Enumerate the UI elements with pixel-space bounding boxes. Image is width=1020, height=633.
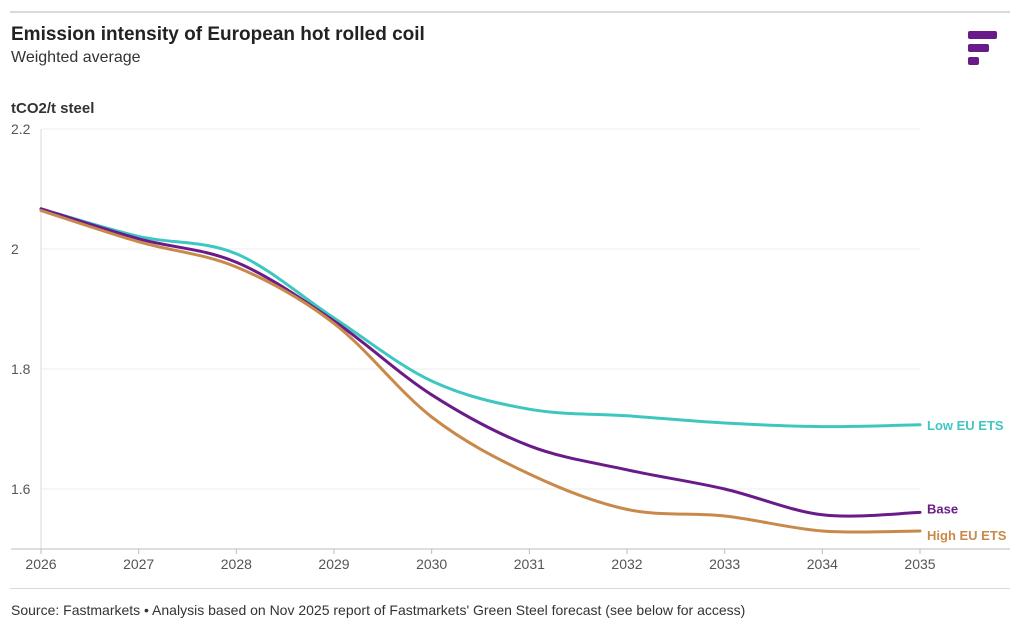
x-tick-label: 2026: [25, 556, 56, 572]
bottom-divider: [10, 588, 1010, 589]
x-tick-labels: 2026 2027 2028 2029 2030 2031 2032 2033 2034 2035: [25, 556, 935, 572]
y-tick-label: 2.2: [11, 121, 31, 137]
y-axis-unit-label: tCO2/t steel: [11, 100, 95, 117]
y-tick-labels: 1.6 1.8 2 2.2: [11, 121, 31, 497]
y-tick-label: 1.6: [11, 481, 31, 497]
fastmarkets-logo-icon: [966, 31, 1000, 67]
source-note: Source: Fastmarkets • Analysis based on …: [11, 602, 746, 618]
y-tick-label: 2: [11, 241, 19, 257]
series-line-low-eu-ets: [39, 207, 922, 429]
x-tick-label: 2027: [123, 556, 154, 572]
x-tick-label: 2030: [416, 556, 447, 572]
series-label-high-eu-ets: High EU ETS: [927, 528, 1007, 543]
chart-title: Emission intensity of European hot rolle…: [11, 24, 425, 45]
y-tick-label: 1.8: [11, 361, 31, 377]
series-labels: Low EU ETS Base High EU ETS: [927, 418, 1007, 543]
series-line-high-eu-ets: [39, 209, 922, 534]
chart-subtitle: Weighted average: [11, 49, 141, 66]
x-tick-label: 2028: [221, 556, 252, 572]
x-tick-label: 2029: [318, 556, 349, 572]
series-lines: [39, 207, 922, 534]
series-line-base: [39, 207, 922, 518]
x-tick-label: 2033: [709, 556, 740, 572]
x-tick-label: 2032: [611, 556, 642, 572]
gridlines: [41, 128, 920, 490]
x-tick-label: 2031: [514, 556, 545, 572]
series-label-low-eu-ets: Low EU ETS: [927, 418, 1004, 433]
series-label-base: Base: [927, 501, 958, 516]
x-tick-label: 2035: [904, 556, 935, 572]
axes: [11, 129, 1010, 554]
top-divider: [10, 11, 1010, 13]
x-tick-label: 2034: [807, 556, 838, 572]
